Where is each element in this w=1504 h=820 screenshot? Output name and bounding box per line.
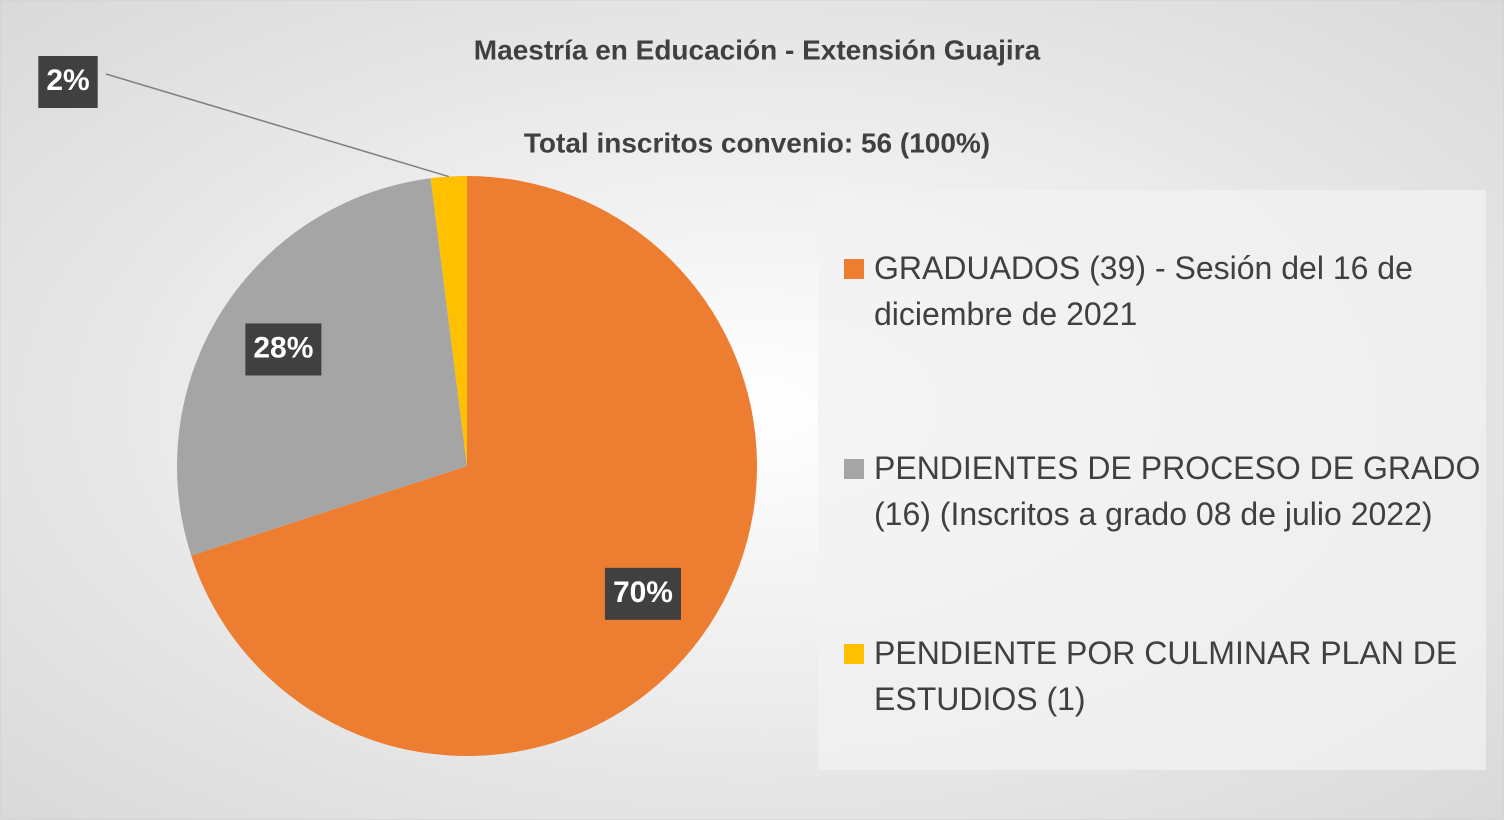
data-label-text: 28% xyxy=(253,331,313,364)
pie-slice xyxy=(430,176,467,466)
legend-label: PENDIENTES DE PROCESO DE GRADO (16) (Ins… xyxy=(874,450,1481,532)
data-label-text: 2% xyxy=(46,64,89,97)
legend: GRADUADOS (39) - Sesión del 16 de diciem… xyxy=(818,190,1486,770)
chart-subtitle: Total inscritos convenio: 56 (100%) xyxy=(524,127,990,158)
chart-title: Maestría en Educación - Extensión Guajir… xyxy=(474,34,1041,65)
data-label: 70% xyxy=(604,567,681,620)
data-label: 2% xyxy=(38,56,98,108)
data-label-box xyxy=(604,567,681,620)
legend-entry: PENDIENTES DE PROCESO DE GRADO (16) (Ins… xyxy=(844,445,1484,537)
legend-swatch xyxy=(844,259,864,279)
pie-slice xyxy=(176,178,467,556)
legend-label: PENDIENTE POR CULMINAR PLAN DE ESTUDIOS … xyxy=(874,635,1458,717)
data-label: 28% xyxy=(245,323,322,376)
data-label-box xyxy=(38,56,98,108)
legend-label: GRADUADOS (39) - Sesión del 16 de diciem… xyxy=(874,250,1413,332)
data-label-box xyxy=(245,323,322,376)
legend-swatch xyxy=(844,644,864,664)
legend-entry: PENDIENTE POR CULMINAR PLAN DE ESTUDIOS … xyxy=(844,630,1484,722)
legend-entry: GRADUADOS (39) - Sesión del 16 de diciem… xyxy=(844,245,1484,337)
data-label-text: 70% xyxy=(613,576,673,609)
legend-swatch xyxy=(844,459,864,479)
leader-line xyxy=(105,73,450,178)
